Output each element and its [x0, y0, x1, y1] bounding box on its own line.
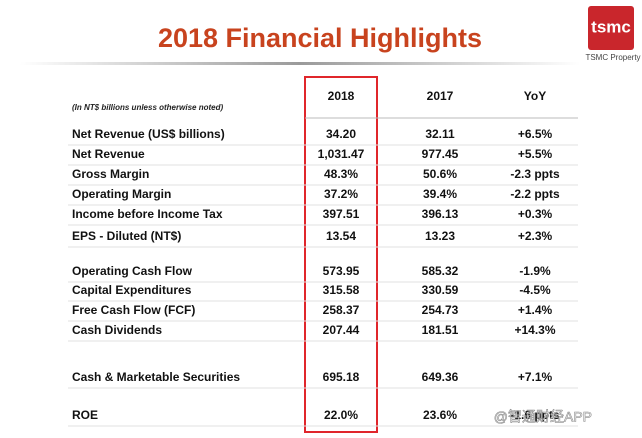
cell-value: 649.36: [422, 370, 459, 384]
cell-value: 977.45: [422, 147, 459, 161]
cell-value: -1.6 ppts: [510, 408, 560, 422]
cell-value: 207.44: [323, 323, 360, 337]
cell-value: 23.6%: [423, 408, 457, 422]
cell-value: 13.23: [425, 229, 455, 243]
row-label: Operating Cash Flow: [72, 264, 193, 278]
cell-value: 695.18: [323, 370, 360, 384]
cell-value: 573.95: [323, 264, 360, 278]
cell-value: 13.54: [326, 229, 356, 243]
cell-value: +2.3%: [518, 229, 553, 243]
cell-value: -4.5%: [519, 283, 551, 297]
cell-value: 330.59: [422, 283, 459, 297]
cell-value: 258.37: [323, 303, 360, 317]
cell-value: 1,031.47: [318, 147, 365, 161]
cell-value: 397.51: [323, 207, 360, 221]
cell-value: +1.4%: [518, 303, 553, 317]
cell-value: 48.3%: [324, 167, 358, 181]
cell-value: +14.3%: [514, 323, 555, 337]
cell-value: 32.11: [425, 127, 455, 141]
row-label: Net Revenue (US$ billions): [72, 127, 225, 141]
cell-value: 585.32: [422, 264, 459, 278]
cell-value: 181.51: [422, 323, 459, 337]
row-label: Cash Dividends: [72, 323, 162, 337]
row-label: Net Revenue: [72, 147, 145, 161]
row-label: Capital Expenditures: [72, 283, 192, 297]
cell-value: +0.3%: [518, 207, 553, 221]
cell-value: 22.0%: [324, 408, 358, 422]
cell-value: 34.20: [326, 127, 356, 141]
logo-mark: [588, 6, 634, 50]
cell-value: 396.13: [422, 207, 459, 221]
row-label: Operating Margin: [72, 187, 171, 201]
cell-value: -2.2 ppts: [510, 187, 560, 201]
cell-value: 254.73: [422, 303, 459, 317]
cell-value: +7.1%: [518, 370, 553, 384]
highlight-box: [304, 76, 378, 433]
row-label: Income before Income Tax: [72, 207, 223, 221]
cell-value: 37.2%: [324, 187, 358, 201]
column-header: 2017: [427, 89, 454, 103]
logo-caption: TSMC Property: [585, 53, 640, 62]
row-label: Cash & Marketable Securities: [72, 370, 240, 384]
cell-value: +6.5%: [518, 127, 553, 141]
logo-text: tsmc: [591, 17, 631, 36]
cell-value: -2.3 ppts: [510, 167, 560, 181]
title: 2018 Financial Highlights: [158, 23, 482, 53]
row-label: Gross Margin: [72, 167, 149, 181]
column-header: 2018: [328, 89, 355, 103]
table: 2018 2017 YoY Net Revenue (US$ billions) 34.…: [68, 89, 578, 427]
row-label: EPS - Diluted (NT$): [72, 229, 181, 243]
cell-value: 39.4%: [423, 187, 457, 201]
row-label: ROE: [72, 408, 98, 422]
cell-value: 315.58: [323, 283, 360, 297]
watermark: @智通财经APP: [494, 409, 592, 425]
table-note: (In NT$ billions unless otherwise noted): [72, 103, 223, 112]
column-header: YoY: [524, 89, 546, 103]
title-rule: [20, 62, 580, 65]
row-label: Free Cash Flow (FCF): [72, 303, 195, 317]
cell-value: -1.9%: [519, 264, 551, 278]
cell-value: +5.5%: [518, 147, 553, 161]
cell-value: 50.6%: [423, 167, 457, 181]
